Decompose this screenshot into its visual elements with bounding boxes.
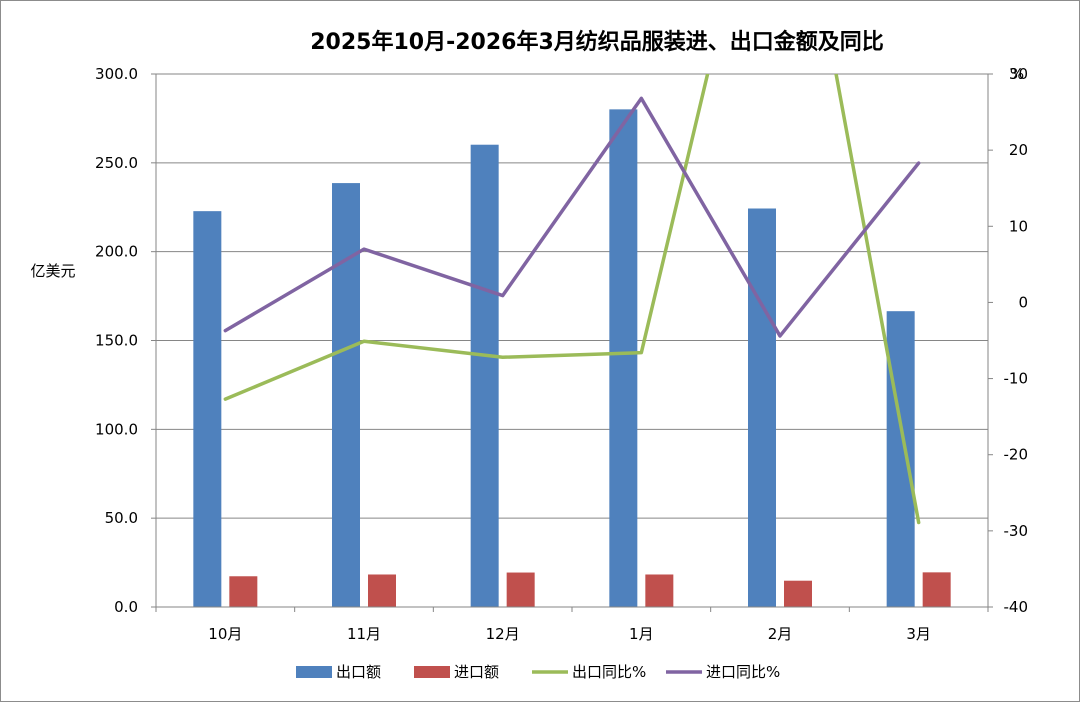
axes: 0.0 50.0 100.0 150.0 200.0 250.0 300.0 -40 -30 -2… — [95, 65, 1028, 643]
bar — [784, 580, 812, 607]
x-tick-label: 3月 — [906, 625, 931, 643]
y2-tick-label: 10 — [1009, 217, 1028, 235]
bar — [506, 572, 535, 607]
y-tick-label: 300.0 — [95, 65, 138, 83]
x-tick-label: 1月 — [629, 625, 654, 643]
legend-label: 进口同比% — [706, 663, 780, 681]
legend-swatch — [414, 666, 450, 678]
y-tick-label: 100.0 — [95, 420, 138, 438]
y2-tick-label: -10 — [1004, 370, 1029, 388]
y-tick-label: 50.0 — [105, 509, 138, 527]
series-line — [223, 74, 921, 525]
bar — [922, 572, 951, 607]
bars — [193, 109, 951, 608]
y2-tick-label: -20 — [1004, 446, 1029, 464]
gridlines — [156, 73, 988, 608]
y2-tick-label: -30 — [1004, 522, 1029, 540]
y2-tick-label: -40 — [1004, 598, 1029, 616]
series-line — [223, 96, 921, 338]
bar — [229, 576, 258, 607]
x-tick-label: 11月 — [347, 625, 381, 643]
bar — [368, 574, 396, 607]
bar — [609, 109, 638, 608]
y-tick-label: 250.0 — [95, 154, 138, 172]
y-axis-label: 亿美元 — [30, 262, 75, 280]
y2-tick-label: 20 — [1009, 141, 1028, 159]
x-tick-label: 10月 — [208, 625, 242, 643]
y2-axis-label: % — [1010, 65, 1024, 83]
legend-label: 进口额 — [454, 663, 499, 681]
legend-label: 出口额 — [336, 663, 381, 681]
bar — [193, 211, 222, 607]
y2-tick-label: 30 — [1009, 65, 1028, 83]
y-tick-label: 0.0 — [114, 598, 138, 616]
y2-tick-label: 0 — [1018, 293, 1028, 311]
y-tick-label: 200.0 — [95, 243, 138, 261]
legend: 出口额 进口额 出口同比% 进口同比% — [296, 663, 780, 681]
bar — [332, 183, 360, 607]
chart-title: 2025年10月-2026年3月纺织品服装进、出口金额及同比 — [310, 29, 884, 55]
y-tick-label: 150.0 — [95, 332, 138, 350]
bar — [645, 574, 674, 607]
bar — [886, 311, 915, 607]
legend-swatch — [296, 666, 332, 678]
bar — [748, 208, 776, 608]
legend-label: 出口同比% — [572, 663, 646, 681]
x-tick-label: 12月 — [486, 625, 520, 643]
x-tick-label: 2月 — [768, 625, 793, 643]
bar — [470, 144, 499, 607]
lines — [223, 74, 921, 525]
